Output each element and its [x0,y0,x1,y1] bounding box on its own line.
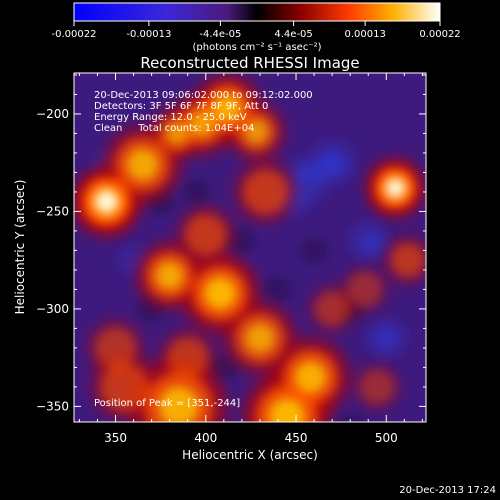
dim-region [309,139,355,186]
chart-title: Reconstructed RHESSI Image [140,54,359,72]
bright-region-core [189,110,216,137]
bright-region-core [126,148,159,181]
y-tick-label: −350 [36,399,69,413]
bright-region-core [204,277,237,310]
bright-region-body [314,291,350,327]
colorbar-tick-label: 4.4e-05 [274,29,312,40]
bright-region-core [245,323,275,354]
peak-position-label: Position of Peak = [351,-244] [94,398,240,409]
annotation-time-range: 20-Dec-2013 09:06:02.000 to 09:12:02.000 [94,90,313,101]
annotation-detectors: Detectors: 3F 5F 6F 7F 8F 9F, Att 0 [94,101,268,112]
x-axis: 350 400 450 500 [78,73,423,445]
colorbar-units: (photons cm⁻² s⁻¹ asec⁻²) [192,42,321,53]
colorbar-tick-label: 0.00013 [344,29,385,40]
bright-region-core [158,386,199,422]
colorbar-tick-label: 0.00022 [419,29,460,40]
bright-region-body [167,337,209,379]
bright-region-core [155,261,184,290]
annotation-clean-counts: Clean Total counts: 1.04E+04 [94,123,254,134]
plot-frame [73,72,427,423]
bright-region-core [244,119,269,144]
bright-region-core [269,398,305,422]
bright-region-body [243,169,288,215]
dim-region [348,221,388,261]
dark-gap [213,359,234,376]
dark-gap [304,242,325,259]
colorbar-frame [73,2,441,22]
x-tick-label: 400 [194,431,217,445]
colorbar-tick-label: -4.4e-05 [199,29,241,40]
x-tick-label: 500 [375,431,398,445]
plot-timestamp: 20-Dec-2013 17:24 [399,485,496,496]
bright-region-core [213,94,242,122]
y-tick-label: −300 [36,302,69,316]
bright-region-core [294,361,327,394]
y-axis-label: Heliocentric Y (arcsec) [13,180,27,315]
colorbar-ticks: -0.00022 -0.00013 -4.4e-05 4.4e-05 0.00013 0.… [52,21,461,40]
dark-gap [231,232,252,249]
colorbar-tick-label: -0.00013 [126,29,171,40]
dark-gap [267,281,288,298]
bright-region-body [360,369,395,405]
x-tick-label: 350 [104,431,127,445]
bright-region-peak [387,180,403,196]
y-tick-label: −250 [36,204,69,218]
bright-region-body [347,272,382,307]
colorbar [74,3,440,21]
heatmap-image [74,73,426,422]
bright-region-body [100,362,149,411]
bright-region-peak [97,192,116,211]
x-axis-label: Heliocentric X (arcsec) [182,448,318,462]
annotation-energy-range: Energy Range: 12.0 - 25.0 keV [94,112,247,123]
bright-region-body [185,214,227,256]
x-tick-label: 450 [285,431,308,445]
y-axis: −200 −250 −300 −350 [36,74,426,413]
colorbar-tick-label: -0.00022 [52,29,97,40]
bright-region-body [94,327,137,369]
dark-gap [186,183,207,200]
dim-region [366,318,406,358]
y-tick-label: −200 [36,107,69,121]
bright-region-core [165,122,188,145]
bright-region-body [390,243,426,278]
